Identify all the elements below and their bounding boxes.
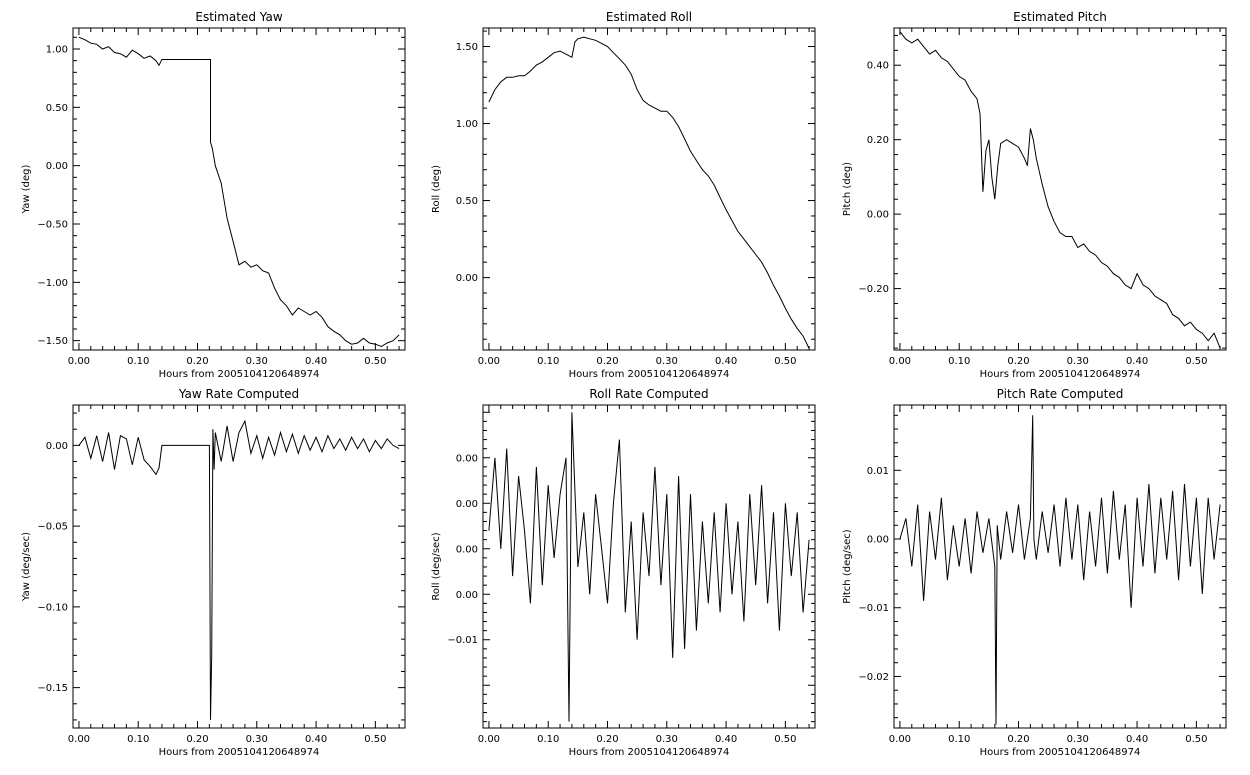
y-tick-label: 0.01 [867, 466, 889, 477]
y-tick-label: −0.05 [37, 522, 68, 533]
y-tick-label: −0.15 [37, 683, 68, 694]
x-tick-label: 0.10 [948, 356, 970, 367]
x-tick-label: 0.40 [715, 734, 737, 745]
series-line-1 [899, 31, 1221, 349]
x-tick-label: 0.10 [127, 356, 149, 367]
series-line-1 [488, 412, 810, 722]
x-tick-label: 0.20 [186, 734, 208, 745]
plot-frame [482, 27, 816, 351]
x-axis-label: Hours from 2005104120648974 [159, 747, 320, 758]
x-tick-label: 0.20 [596, 734, 618, 745]
y-tick-label: 0.00 [456, 453, 478, 464]
y-tick-label: 0.00 [867, 535, 889, 546]
x-tick-label: 0.40 [1126, 356, 1148, 367]
series-line-1 [78, 419, 400, 720]
y-tick-label: −0.01 [447, 635, 478, 646]
x-tick-label: 0.30 [246, 356, 268, 367]
y-tick-label: 0.00 [867, 210, 889, 221]
chart-title: Roll Rate Computed [589, 387, 708, 401]
x-tick-label: 0.00 [478, 356, 500, 367]
y-tick-label: 0.00 [456, 273, 478, 284]
chart-panel-2: Estimated Roll Hours from 200510412064897… [431, 10, 816, 380]
x-tick-label: 0.50 [1185, 356, 1207, 367]
chart-panel-3: Estimated Pitch Hours from 20051041206489… [842, 10, 1227, 380]
y-tick-label: −0.01 [858, 603, 889, 614]
x-axis-label: Hours from 2005104120648974 [159, 369, 320, 380]
y-tick-label: 1.00 [46, 45, 68, 56]
y-axis-label: Yaw (deg/sec) [21, 532, 32, 602]
y-tick-label: −0.10 [37, 602, 68, 613]
x-tick-label: 0.20 [186, 356, 208, 367]
x-tick-label: 0.00 [478, 734, 500, 745]
plot-frame [72, 27, 406, 351]
x-tick-label: 0.10 [537, 356, 559, 367]
y-tick-label: 0.40 [867, 61, 889, 72]
y-tick-label: 0.00 [456, 499, 478, 510]
x-tick-label: 0.30 [656, 356, 678, 367]
plot-frame [72, 404, 406, 729]
y-tick-label: 1.50 [456, 42, 478, 53]
y-tick-label: −0.50 [37, 220, 68, 231]
x-tick-label: 0.20 [1007, 356, 1029, 367]
series-line-1 [78, 36, 400, 348]
x-tick-label: 0.30 [246, 734, 268, 745]
x-tick-label: 0.20 [596, 356, 618, 367]
y-axis-label: Pitch (deg) [842, 162, 853, 216]
y-axis-label: Roll (deg) [431, 165, 442, 213]
chart-panel-4: Yaw Rate Computed Hours from 200510412064… [21, 387, 406, 758]
y-tick-label: 0.00 [456, 590, 478, 601]
x-tick-label: 0.50 [364, 734, 386, 745]
y-axis-label: Roll (deg/sec) [431, 532, 442, 600]
x-tick-label: 0.50 [1185, 734, 1207, 745]
y-tick-label: 0.50 [456, 196, 478, 207]
x-tick-label: 0.40 [305, 356, 327, 367]
y-tick-label: −0.20 [858, 284, 889, 295]
x-tick-label: 0.50 [364, 356, 386, 367]
y-tick-label: −1.50 [37, 336, 68, 347]
x-tick-label: 0.30 [656, 734, 678, 745]
x-tick-label: 0.40 [1126, 734, 1148, 745]
y-axis-label: Pitch (deg/sec) [842, 529, 853, 604]
x-tick-label: 0.30 [1067, 734, 1089, 745]
y-tick-label: 0.20 [867, 135, 889, 146]
y-tick-label: 1.00 [456, 119, 478, 130]
x-axis-label: Hours from 2005104120648974 [980, 747, 1141, 758]
chart-title: Yaw Rate Computed [178, 387, 299, 401]
y-tick-label: −1.00 [37, 278, 68, 289]
chart-title: Estimated Pitch [1013, 10, 1107, 24]
x-tick-label: 0.00 [889, 734, 911, 745]
x-tick-label: 0.50 [774, 356, 796, 367]
x-axis-label: Hours from 2005104120648974 [980, 369, 1141, 380]
x-tick-label: 0.00 [68, 356, 90, 367]
y-tick-label: 0.00 [456, 544, 478, 555]
x-tick-label: 0.40 [305, 734, 327, 745]
plot-frame [482, 404, 816, 729]
x-tick-label: 0.00 [889, 356, 911, 367]
chart-panel-1: Estimated Yaw Hours from 2005104120648974… [21, 10, 406, 380]
chart-panel-6: Pitch Rate Computed Hours from 2005104120… [842, 387, 1227, 758]
x-tick-label: 0.30 [1067, 356, 1089, 367]
x-tick-label: 0.10 [948, 734, 970, 745]
series-line-1 [899, 415, 1221, 725]
chart-title: Pitch Rate Computed [997, 387, 1124, 401]
y-tick-label: 0.00 [46, 441, 68, 452]
x-tick-label: 0.10 [537, 734, 559, 745]
x-tick-label: 0.00 [68, 734, 90, 745]
y-tick-label: −0.02 [858, 672, 889, 683]
plot-frame [893, 27, 1227, 351]
x-tick-label: 0.40 [715, 356, 737, 367]
chart-title: Estimated Roll [606, 10, 692, 24]
x-axis-label: Hours from 2005104120648974 [569, 747, 730, 758]
chart-title: Estimated Yaw [195, 10, 282, 24]
chart-panel-5: Roll Rate Computed Hours from 20051041206… [431, 387, 816, 758]
x-axis-label: Hours from 2005104120648974 [569, 369, 730, 380]
x-tick-label: 0.20 [1007, 734, 1029, 745]
series-line-1 [488, 36, 810, 349]
y-tick-label: 0.00 [46, 161, 68, 172]
x-tick-label: 0.10 [127, 734, 149, 745]
y-axis-label: Yaw (deg) [21, 164, 32, 214]
y-tick-label: 0.50 [46, 103, 68, 114]
x-tick-label: 0.50 [774, 734, 796, 745]
